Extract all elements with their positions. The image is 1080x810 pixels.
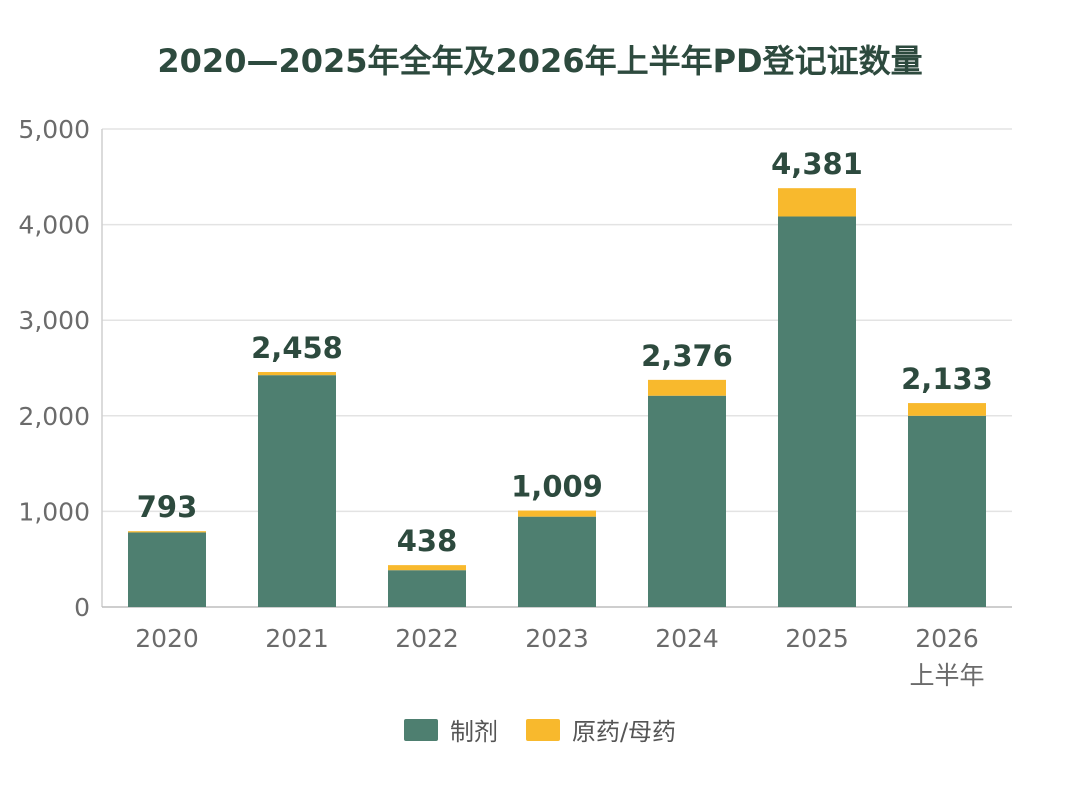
legend-label-technical: 原药/母药 [571,718,677,746]
bar-total-label: 438 [397,524,458,558]
x-category-label: 2025 [785,624,849,653]
bar-segment-technical [518,510,596,517]
x-category-label: 2022 [395,624,459,653]
y-tick-label: 0 [74,593,90,622]
y-tick-label: 5,000 [18,115,90,144]
y-tick-label: 1,000 [18,497,90,526]
bar-total-label: 2,376 [641,339,733,373]
legend-swatch-formulation [403,718,438,741]
bar-segment-formulation [778,216,856,607]
bar-segment-formulation [128,532,206,607]
bar-segment-technical [388,565,466,571]
bar-segment-formulation [258,375,336,607]
bar-total-label: 4,381 [771,147,863,181]
legend-label-formulation: 制剂 [449,718,498,746]
legend-item-technical: 原药/母药 [525,712,677,747]
bar-segment-formulation [518,516,596,607]
x-category-label: 上半年 [909,661,984,690]
x-category-label: 2023 [525,624,589,653]
bar-segment-formulation [908,415,986,607]
legend: 制剂 原药/母药 [0,712,1080,747]
bar-segment-technical [258,372,336,376]
x-category-label: 2024 [655,624,719,653]
bar-segment-technical [128,531,206,533]
bar-total-label: 793 [137,490,198,524]
bar-chart: 0 1,000 2,000 3,000 4,000 5,000 793 2020 2,458 20… [18,115,1012,690]
bar-segment-technical [778,188,856,217]
bar-segment-formulation [388,570,466,607]
x-category-label: 2020 [135,624,199,653]
chart-title: 2020—2025年全年及2026年上半年PD登记证数量 [157,42,923,80]
y-tick-label: 3,000 [18,306,90,335]
bar-segment-formulation [648,395,726,607]
legend-item-formulation: 制剂 [403,712,498,747]
x-category-label: 2021 [265,624,329,653]
bar-total-label: 1,009 [511,470,603,504]
bar-total-label: 2,133 [901,362,993,396]
bar-total-label: 2,458 [251,331,343,365]
bar-segment-technical [648,379,726,396]
x-category-label: 2026 [915,624,979,653]
legend-swatch-technical [525,718,560,741]
y-tick-label: 2,000 [18,402,90,431]
y-tick-label: 4,000 [18,211,90,240]
bar-segment-technical [908,403,986,416]
